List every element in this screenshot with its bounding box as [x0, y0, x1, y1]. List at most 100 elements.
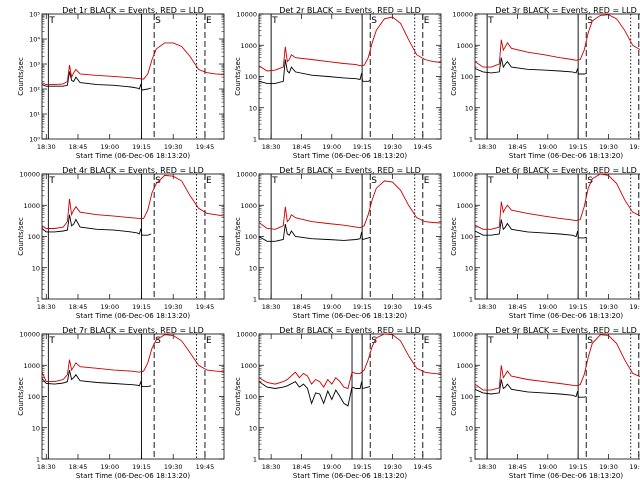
y-tick-label: 10⁴ — [29, 36, 40, 44]
x-tick-label: 19:00 — [538, 463, 557, 471]
chart-panel-9: Det 9r BLACK = Events, RED = LLD11010010… — [450, 326, 640, 480]
series-line-lld — [259, 181, 441, 229]
y-tick-label: 10² — [29, 86, 40, 94]
y-tick-label: 1000 — [240, 42, 257, 50]
x-tick-label: 19:30 — [164, 463, 183, 471]
x-tick-label: 19:15 — [353, 463, 372, 471]
x-tick-label: 19:30 — [599, 463, 618, 471]
y-tick-label: 10 — [465, 424, 473, 432]
chart-panel-7: Det 7r BLACK = Events, RED = LLD11010010… — [17, 326, 224, 480]
y-tick-label: 100 — [245, 233, 257, 241]
series-line-events — [42, 370, 151, 386]
y-tick-label: 10000 — [236, 171, 257, 179]
series-line-events — [475, 58, 586, 74]
x-tick-label: 19:45 — [413, 143, 432, 151]
y-axis-label: Counts/sec — [17, 217, 25, 256]
x-tick-label: 19:15 — [132, 143, 151, 151]
x-tick-label: 18:30 — [37, 143, 56, 151]
x-tick-label: 19:45 — [413, 303, 432, 311]
x-tick-label: 18:30 — [478, 463, 497, 471]
series-line-lld — [475, 174, 640, 229]
time-marker-label: T — [48, 176, 55, 186]
y-tick-label: 10 — [249, 104, 257, 112]
x-tick-label: 19:15 — [569, 303, 588, 311]
y-tick-label: 100 — [28, 233, 40, 241]
y-tick-label: 10 — [249, 424, 257, 432]
x-tick-label: 19:00 — [538, 303, 557, 311]
y-tick-label: 1 — [469, 456, 473, 464]
plot-frame — [259, 14, 441, 139]
x-tick-label: 19:45 — [629, 463, 640, 471]
y-axis-label: Counts/sec — [450, 377, 458, 416]
y-tick-label: 10000 — [236, 11, 257, 19]
time-marker-label: S — [371, 176, 377, 186]
series-line-events — [475, 380, 586, 398]
y-tick-label: 10 — [465, 264, 473, 272]
y-tick-label: 1 — [253, 456, 257, 464]
x-tick-label: 19:00 — [322, 303, 341, 311]
x-tick-label: 19:45 — [629, 303, 640, 311]
time-marker-label: S — [155, 16, 161, 26]
time-marker-label: E — [206, 336, 212, 346]
chart-panel-1: Det 1r BLACK = Events, RED = LLD10⁰10¹10… — [17, 6, 224, 160]
x-tick-label: 18:30 — [478, 143, 497, 151]
y-tick-label: 100 — [245, 73, 257, 81]
y-tick-label: 10000 — [236, 331, 257, 339]
y-tick-label: 10⁵ — [29, 11, 40, 19]
chart-panel-5: Det 5r BLACK = Events, RED = LLD11010010… — [234, 166, 441, 320]
time-marker-label: E — [424, 176, 430, 186]
y-tick-label: 10000 — [19, 171, 40, 179]
y-tick-label: 1 — [253, 136, 257, 144]
x-tick-label: 18:45 — [69, 143, 88, 151]
time-marker-label: T — [271, 176, 278, 186]
x-tick-label: 19:15 — [132, 463, 151, 471]
x-tick-label: 19:00 — [100, 463, 119, 471]
x-tick-label: 18:45 — [69, 303, 88, 311]
x-axis-label: Start Time (06-Dec-06 18:13:20) — [76, 472, 190, 480]
y-tick-label: 100 — [245, 393, 257, 401]
x-axis-label: Start Time (06-Dec-06 18:13:20) — [509, 472, 623, 480]
y-tick-label: 1000 — [456, 42, 473, 50]
x-tick-label: 18:45 — [508, 463, 527, 471]
y-tick-label: 1 — [253, 296, 257, 304]
x-axis-label: Start Time (06-Dec-06 18:13:20) — [509, 312, 623, 320]
x-tick-label: 19:30 — [164, 143, 183, 151]
y-tick-label: 10 — [32, 264, 40, 272]
y-tick-label: 10 — [32, 424, 40, 432]
series-line-events — [42, 72, 151, 91]
x-axis-label: Start Time (06-Dec-06 18:13:20) — [293, 152, 407, 160]
series-line-events — [259, 60, 370, 84]
y-axis-label: Counts/sec — [450, 217, 458, 256]
x-tick-label: 18:45 — [508, 303, 527, 311]
x-tick-label: 19:00 — [322, 463, 341, 471]
x-tick-label: 19:00 — [100, 303, 119, 311]
x-tick-label: 19:30 — [599, 143, 618, 151]
x-tick-label: 18:45 — [292, 143, 311, 151]
chart-panel-8: Det 8r BLACK = Events, RED = LLD11010010… — [234, 326, 441, 480]
x-tick-label: 19:00 — [100, 143, 119, 151]
time-marker-label: E — [206, 16, 212, 26]
y-tick-label: 10 — [249, 264, 257, 272]
x-tick-label: 18:45 — [508, 143, 527, 151]
y-tick-label: 1 — [469, 296, 473, 304]
x-tick-label: 18:30 — [37, 463, 56, 471]
x-tick-label: 19:45 — [196, 143, 215, 151]
x-tick-label: 19:45 — [196, 463, 215, 471]
y-tick-label: 10¹ — [29, 111, 40, 119]
y-tick-label: 100 — [461, 73, 473, 81]
time-marker-label: T — [487, 176, 494, 186]
y-tick-label: 10000 — [19, 331, 40, 339]
series-line-events — [475, 220, 586, 238]
y-tick-label: 1000 — [23, 362, 40, 370]
x-tick-label: 19:15 — [353, 303, 372, 311]
x-tick-label: 19:30 — [383, 143, 402, 151]
y-tick-label: 1 — [469, 136, 473, 144]
time-marker-label: S — [371, 16, 377, 26]
time-marker-label: T — [48, 336, 55, 346]
x-tick-label: 19:15 — [569, 463, 588, 471]
series-line-events — [259, 382, 370, 406]
chart-panel-4: Det 4r BLACK = Events, RED = LLD11010010… — [17, 166, 224, 320]
x-tick-label: 18:30 — [262, 143, 281, 151]
